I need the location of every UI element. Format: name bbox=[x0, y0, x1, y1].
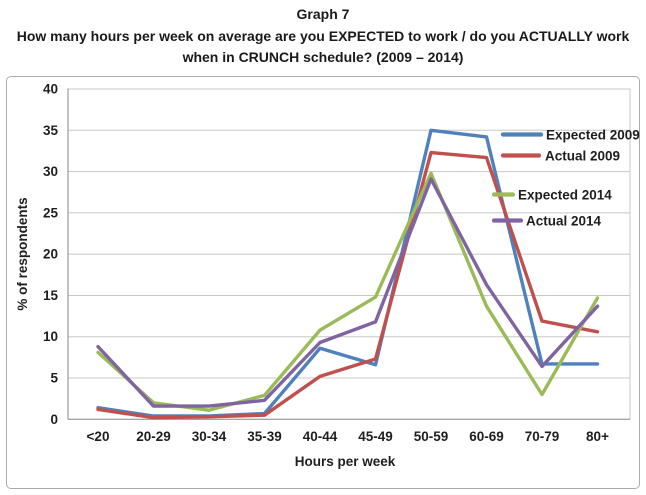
legend-label-expected-2009: Expected 2009 bbox=[546, 128, 640, 143]
y-tick-label-15: 15 bbox=[43, 288, 59, 303]
title-block: Graph 7 How many hours per week on avera… bbox=[0, 4, 646, 68]
chart-question-line2: when in CRUNCH schedule? (2009 – 2014) bbox=[182, 49, 464, 65]
legend-label-actual-2014: Actual 2014 bbox=[526, 214, 602, 229]
x-tick-label-5: 45-49 bbox=[358, 429, 393, 444]
x-tick-label-2: 30-34 bbox=[192, 429, 227, 444]
x-tick-label-3: 35-39 bbox=[247, 429, 282, 444]
series-line-expected-2014 bbox=[96, 171, 600, 412]
x-tick-label-6: 50-59 bbox=[414, 429, 449, 444]
y-axis-label: % of respondents bbox=[15, 197, 30, 310]
y-tick-label-0: 0 bbox=[50, 412, 58, 427]
y-tick-label-40: 40 bbox=[43, 82, 58, 97]
legend-label-expected-2014: Expected 2014 bbox=[518, 188, 612, 203]
page-title: Graph 7 bbox=[296, 6, 350, 22]
y-tick-label-20: 20 bbox=[43, 247, 58, 262]
x-tick-label-1: 20-29 bbox=[136, 429, 171, 444]
x-tick-label-0: <20 bbox=[87, 429, 110, 444]
chart-question: How many hours per week on average are y… bbox=[0, 26, 646, 68]
x-tick-label-7: 60-69 bbox=[469, 429, 504, 444]
y-tick-label-30: 30 bbox=[43, 164, 58, 179]
series-line-expected-2009 bbox=[96, 128, 600, 418]
chart-frame bbox=[6, 76, 640, 489]
chart-question-line1: How many hours per week on average are y… bbox=[16, 28, 630, 44]
y-tick-label-35: 35 bbox=[43, 123, 59, 138]
x-tick-label-8: 70-79 bbox=[525, 429, 560, 444]
series-line-actual-2014 bbox=[96, 177, 600, 408]
y-tick-label-5: 5 bbox=[50, 371, 58, 386]
x-tick-label-4: 40-44 bbox=[303, 429, 338, 444]
legend-label-actual-2009: Actual 2009 bbox=[545, 149, 620, 164]
x-tick-label-9: 80+ bbox=[586, 429, 609, 444]
y-tick-label-25: 25 bbox=[43, 205, 59, 220]
series-line-actual-2009 bbox=[96, 150, 600, 420]
y-tick-label-10: 10 bbox=[43, 329, 58, 344]
x-axis-label: Hours per week bbox=[295, 454, 396, 469]
